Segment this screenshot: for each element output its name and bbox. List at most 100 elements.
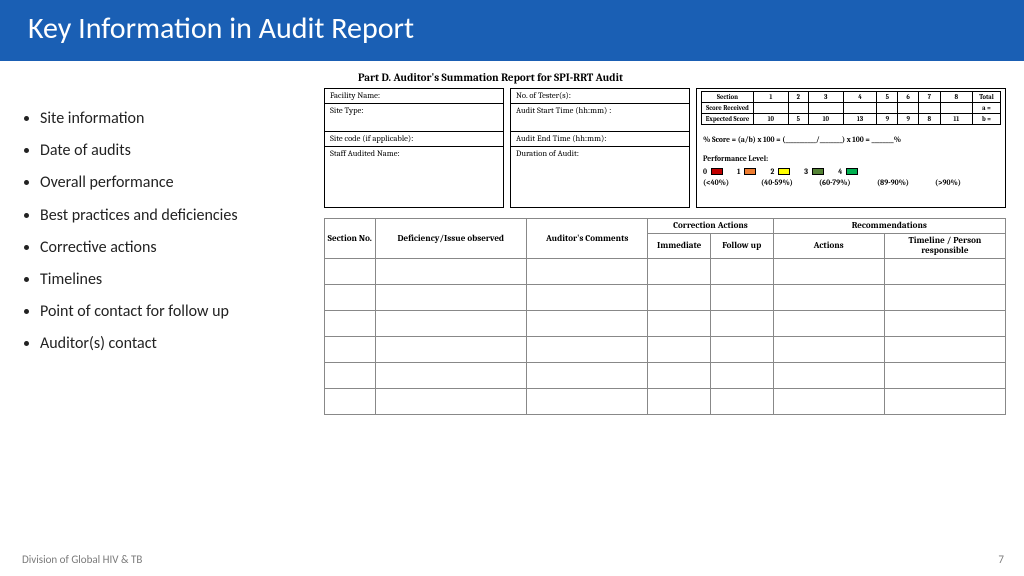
facility-name-row: Facility Name: <box>325 89 503 104</box>
perf-swatch <box>812 168 824 175</box>
perf-pct-label: (40-59%) <box>761 178 819 187</box>
cell <box>788 103 808 114</box>
table-row <box>325 285 1006 311</box>
table-cell <box>527 311 648 337</box>
th-followup: Follow up <box>710 234 773 259</box>
table-cell <box>710 311 773 337</box>
bullet-panel: Site information Date of audits Overall … <box>22 71 318 415</box>
perf-swatch <box>744 168 756 175</box>
bullet-item: Auditor(s) contact <box>40 334 318 353</box>
th-section-no: Section No. <box>325 219 376 259</box>
deficiency-table: Section No. Deficiency/Issue observed Au… <box>324 218 1006 415</box>
th-section: Section <box>702 92 754 103</box>
perf-swatch <box>711 168 723 175</box>
th-col: 2 <box>788 92 808 103</box>
perf-pct-label: (<40%) <box>703 178 761 187</box>
performance-pct-row: (<40%)(40-59%)(60-79%)(89-90%)(>90%) <box>703 178 1001 187</box>
table-row <box>325 259 1006 285</box>
table-cell <box>375 259 527 285</box>
th-auditor-comments: Auditor's Comments <box>527 219 648 259</box>
table-cell <box>648 259 711 285</box>
table-cell <box>325 363 376 389</box>
table-cell <box>773 285 884 311</box>
th-col: 7 <box>919 92 940 103</box>
table-cell <box>375 285 527 311</box>
table-cell <box>884 337 1005 363</box>
cell <box>919 103 940 114</box>
perf-level-num: 2 <box>770 167 774 176</box>
table-cell <box>710 337 773 363</box>
table-cell <box>527 389 648 415</box>
score-expected-row: Expected Score 10 5 10 13 9 9 8 11 b = <box>702 114 1001 125</box>
score-formula: % Score = (a/b) x 100 = (___________/___… <box>703 135 1001 144</box>
th-immediate: Immediate <box>648 234 711 259</box>
staff-name-row: Staff Audited Name: <box>325 147 503 161</box>
footer-page-number: 7 <box>998 553 1004 566</box>
table-cell <box>527 285 648 311</box>
cell: 8 <box>919 114 940 125</box>
table-cell <box>325 285 376 311</box>
perf-pct-label: (89-90%) <box>877 178 935 187</box>
th-col: 6 <box>898 92 919 103</box>
table-cell <box>527 363 648 389</box>
table-cell <box>773 363 884 389</box>
th-recommendations: Recommendations <box>773 219 1005 234</box>
table-cell <box>710 285 773 311</box>
table-cell <box>325 311 376 337</box>
site-code-row: Site code (if applicable): <box>325 132 503 147</box>
cell <box>877 103 898 114</box>
table-cell <box>648 389 711 415</box>
table-cell <box>773 337 884 363</box>
table-cell <box>648 363 711 389</box>
cell: 11 <box>940 114 972 125</box>
perf-pct-label: (60-79%) <box>819 178 877 187</box>
th-actions: Actions <box>773 234 884 259</box>
table-cell <box>375 363 527 389</box>
table-row <box>325 389 1006 415</box>
bullet-item: Point of contact for follow up <box>40 302 318 321</box>
perf-level-num: 4 <box>838 167 842 176</box>
table-cell <box>325 389 376 415</box>
table-cell <box>773 389 884 415</box>
table-cell <box>325 337 376 363</box>
row-label: Expected Score <box>702 114 754 125</box>
table-cell <box>884 389 1005 415</box>
big-table-header-row-1: Section No. Deficiency/Issue observed Au… <box>325 219 1006 234</box>
table-cell <box>773 311 884 337</box>
start-time-row: Audit Start Time (hh:mm) : <box>511 104 689 132</box>
table-cell <box>527 337 648 363</box>
footer-division: Division of Global HIV & TB <box>22 553 142 566</box>
performance-label: Performance Level: <box>703 154 1001 163</box>
slide-body: Site information Date of audits Overall … <box>0 61 1024 415</box>
cell: 10 <box>754 114 789 125</box>
form-panel: Part D. Auditor's Summation Report for S… <box>324 71 1016 415</box>
table-cell <box>884 363 1005 389</box>
bullet-item: Best practices and deficiencies <box>40 206 318 225</box>
table-row <box>325 337 1006 363</box>
cell: 9 <box>898 114 919 125</box>
info-box-row: Facility Name: Site Type: Site code (if … <box>324 88 1016 208</box>
cell <box>843 103 877 114</box>
bullet-item: Corrective actions <box>40 238 318 257</box>
cell <box>898 103 919 114</box>
perf-pct-label: (>90%) <box>935 178 993 187</box>
row-label: Score Received <box>702 103 754 114</box>
table-cell <box>710 389 773 415</box>
facility-card: Facility Name: Site Type: Site code (if … <box>324 88 504 208</box>
performance-legend: 01234 <box>703 167 1001 176</box>
table-cell <box>527 259 648 285</box>
cell <box>754 103 789 114</box>
duration-row: Duration of Audit: <box>511 147 689 161</box>
perf-level-num: 3 <box>804 167 808 176</box>
table-cell <box>773 259 884 285</box>
testers-row: No. of Tester(s): <box>511 89 689 104</box>
score-table: Section 1 2 3 4 5 6 7 8 Total Score Rece… <box>701 91 1001 125</box>
perf-swatch <box>778 168 790 175</box>
table-cell <box>884 259 1005 285</box>
th-deficiency: Deficiency/Issue observed <box>375 219 527 259</box>
perf-level-num: 1 <box>737 167 740 176</box>
score-received-row: Score Received a = <box>702 103 1001 114</box>
table-cell <box>325 259 376 285</box>
end-time-row: Audit End Time (hh:mm): <box>511 132 689 147</box>
th-col: 3 <box>809 92 844 103</box>
